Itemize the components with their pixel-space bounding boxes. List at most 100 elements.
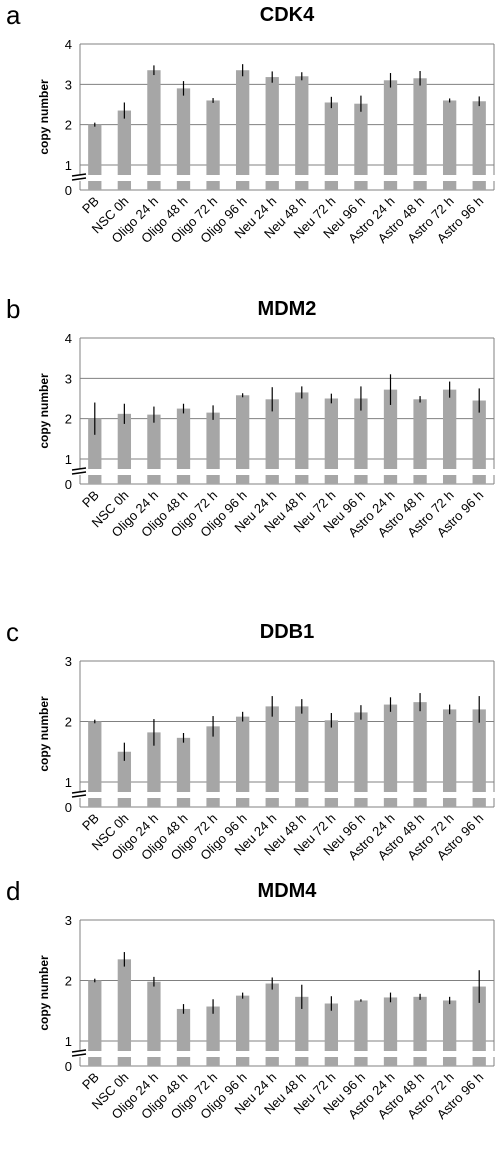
y-tick-label: 4 — [65, 37, 72, 52]
axis-break-mark — [71, 177, 87, 181]
bar — [324, 102, 339, 175]
bar — [235, 70, 250, 175]
bar — [442, 709, 457, 792]
bar — [117, 110, 132, 175]
bar-stub — [295, 798, 309, 807]
bar — [265, 706, 279, 792]
axis-break-mark — [71, 471, 87, 475]
bar-stub — [442, 798, 457, 807]
bar — [235, 716, 250, 792]
chart-title: DDB1 — [259, 621, 315, 643]
axis-break-mark — [71, 1053, 87, 1057]
bar-stub — [88, 181, 102, 190]
bar-stub — [117, 1057, 132, 1066]
bar-stub — [147, 475, 161, 484]
bar — [354, 1000, 368, 1051]
y-tick-label: 1 — [65, 158, 72, 173]
bar — [295, 996, 309, 1051]
bar — [324, 1003, 339, 1051]
bar-stub — [235, 1057, 250, 1066]
bar-stub — [383, 475, 398, 484]
bar — [472, 400, 486, 469]
y-tick-label: 1 — [65, 452, 72, 467]
bar — [472, 101, 486, 175]
bar-stub — [235, 181, 250, 190]
y-tick-label: 3 — [65, 654, 72, 669]
bar-stub — [472, 798, 486, 807]
chart-panel-c: c DDB1 1 2 3 0 copy number PB NSC 0h Oligo 24 h… — [0, 617, 500, 911]
bar-stub — [235, 798, 250, 807]
bar — [88, 124, 102, 175]
bar — [295, 706, 309, 792]
bar — [117, 959, 132, 1051]
bar — [472, 986, 486, 1051]
bar-stub — [295, 181, 309, 190]
bar — [206, 412, 220, 469]
bar-stub — [117, 798, 132, 807]
bar-stub — [472, 181, 486, 190]
y-tick-label: 3 — [65, 77, 72, 92]
bar-stub — [265, 181, 279, 190]
y-tick-label-zero: 0 — [65, 183, 72, 198]
bar-stub — [117, 475, 132, 484]
y-tick-label-zero: 0 — [65, 1059, 72, 1074]
bar — [295, 392, 309, 469]
axis-break-mark — [71, 1049, 87, 1053]
bar-stub — [147, 1057, 161, 1066]
bar-stub — [324, 475, 339, 484]
chart-panel-a: a CDK4 1 2 3 4 0 copy number PB NSC 0h Oligo 24 … — [0, 0, 500, 294]
bar — [265, 399, 279, 469]
bar-stub — [472, 1057, 486, 1066]
bar-stub — [206, 1057, 220, 1066]
bar — [147, 981, 161, 1051]
bar-stub — [383, 798, 398, 807]
y-tick-label: 1 — [65, 1034, 72, 1049]
bar — [147, 732, 161, 792]
bar — [235, 995, 250, 1051]
panel-letter: d — [6, 876, 21, 906]
y-axis-label: copy number — [37, 955, 51, 1031]
bar-stub — [354, 181, 368, 190]
bar-stub — [147, 181, 161, 190]
bar — [354, 712, 368, 792]
bar-stub — [206, 181, 220, 190]
bar — [383, 80, 398, 175]
bar — [176, 408, 191, 469]
bar — [354, 398, 368, 469]
bar-stub — [235, 475, 250, 484]
bar — [117, 413, 132, 469]
chart-title: CDK4 — [259, 4, 315, 26]
bar — [265, 983, 279, 1051]
bar — [324, 720, 339, 792]
bar-stub — [265, 1057, 279, 1066]
bar — [413, 399, 427, 469]
bar — [383, 997, 398, 1051]
y-tick-label: 4 — [65, 331, 72, 346]
panel-letter: a — [6, 0, 21, 30]
bar — [472, 709, 486, 792]
bar-stub — [413, 1057, 427, 1066]
bar — [383, 704, 398, 792]
y-tick-label: 2 — [65, 118, 72, 133]
bar-stub — [324, 1057, 339, 1066]
y-tick-label: 1 — [65, 775, 72, 790]
axis-break-mark — [71, 790, 87, 794]
chart-title: MDM4 — [257, 880, 317, 902]
bar — [265, 77, 279, 175]
bar-stub — [88, 475, 102, 484]
bar-stub — [176, 181, 191, 190]
bar — [88, 721, 102, 792]
bar-stub — [265, 798, 279, 807]
bar-stub — [324, 798, 339, 807]
bar — [206, 100, 220, 175]
bar-stub — [147, 798, 161, 807]
bar — [235, 395, 250, 469]
panel-letter: c — [6, 617, 19, 647]
bar-stub — [354, 798, 368, 807]
bar — [117, 751, 132, 792]
bar — [383, 389, 398, 469]
bar — [442, 389, 457, 469]
y-tick-label: 2 — [65, 974, 72, 989]
